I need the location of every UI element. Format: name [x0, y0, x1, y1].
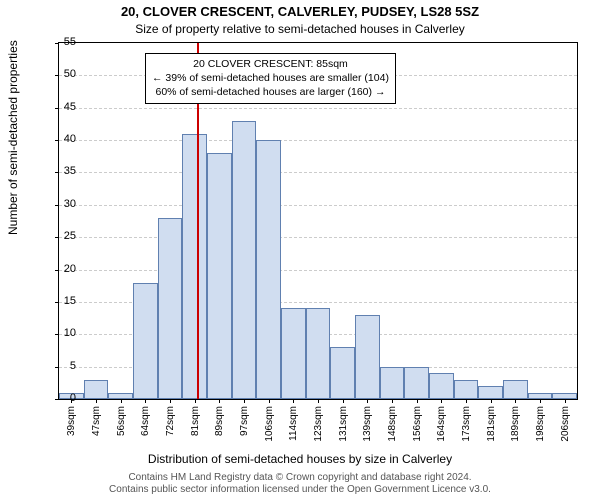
x-tick-mark	[293, 399, 294, 403]
y-tick-label: 50	[46, 68, 76, 80]
x-tick-label: 114sqm	[288, 406, 299, 450]
histogram-bar	[429, 373, 454, 399]
y-tick-label: 45	[46, 101, 76, 113]
histogram-bar	[306, 308, 331, 399]
footer-attribution: Contains HM Land Registry data © Crown c…	[0, 472, 600, 496]
x-tick-label: 198sqm	[535, 406, 546, 450]
infobox-line1: 20 CLOVER CRESCENT: 85sqm	[152, 57, 389, 71]
x-tick-label: 206sqm	[560, 406, 571, 450]
y-tick-label: 10	[46, 327, 76, 339]
histogram-bar	[503, 380, 528, 399]
histogram-bar	[281, 308, 306, 399]
y-tick-label: 0	[46, 392, 76, 404]
plot-area: 20 CLOVER CRESCENT: 85sqm ← 39% of semi-…	[58, 42, 578, 400]
y-tick-label: 35	[46, 165, 76, 177]
histogram-bar	[454, 380, 479, 399]
y-tick-label: 25	[46, 230, 76, 242]
infobox-line2: ← 39% of semi-detached houses are smalle…	[152, 71, 389, 85]
footer-line2: Contains public sector information licen…	[0, 484, 600, 496]
x-tick-label: 181sqm	[486, 406, 497, 450]
x-tick-mark	[565, 399, 566, 403]
x-tick-mark	[195, 399, 196, 403]
x-tick-mark	[170, 399, 171, 403]
x-tick-label: 64sqm	[140, 406, 151, 450]
x-axis-label: Distribution of semi-detached houses by …	[0, 452, 600, 466]
x-tick-label: 39sqm	[66, 406, 77, 450]
histogram-bar	[330, 347, 355, 399]
gridline	[59, 140, 577, 141]
x-tick-label: 89sqm	[214, 406, 225, 450]
histogram-bar	[380, 367, 405, 399]
x-tick-mark	[96, 399, 97, 403]
x-tick-mark	[540, 399, 541, 403]
x-tick-label: 106sqm	[264, 406, 275, 450]
gridline	[59, 270, 577, 271]
histogram-bar	[232, 121, 257, 399]
x-tick-label: 47sqm	[91, 406, 102, 450]
x-tick-mark	[491, 399, 492, 403]
x-tick-label: 131sqm	[338, 406, 349, 450]
gridline	[59, 108, 577, 109]
x-tick-mark	[145, 399, 146, 403]
footer-line1: Contains HM Land Registry data © Crown c…	[0, 472, 600, 484]
x-tick-label: 123sqm	[313, 406, 324, 450]
x-tick-mark	[343, 399, 344, 403]
reference-info-box: 20 CLOVER CRESCENT: 85sqm ← 39% of semi-…	[145, 53, 396, 104]
gridline	[59, 172, 577, 173]
y-tick-label: 5	[46, 360, 76, 372]
histogram-bar	[182, 134, 207, 399]
x-tick-mark	[515, 399, 516, 403]
x-tick-label: 156sqm	[412, 406, 423, 450]
histogram-bar	[478, 386, 503, 399]
histogram-bar	[404, 367, 429, 399]
x-tick-label: 189sqm	[510, 406, 521, 450]
histogram-bar	[133, 283, 158, 400]
x-tick-label: 139sqm	[362, 406, 373, 450]
x-tick-mark	[441, 399, 442, 403]
y-axis-label: Number of semi-detached properties	[6, 40, 20, 235]
histogram-bar	[256, 140, 281, 399]
x-tick-mark	[417, 399, 418, 403]
x-tick-mark	[466, 399, 467, 403]
x-tick-label: 56sqm	[116, 406, 127, 450]
chart-title-main: 20, CLOVER CRESCENT, CALVERLEY, PUDSEY, …	[0, 4, 600, 19]
histogram-bar	[355, 315, 380, 399]
y-tick-label: 40	[46, 133, 76, 145]
x-tick-mark	[392, 399, 393, 403]
y-tick-label: 20	[46, 263, 76, 275]
histogram-bar	[207, 153, 232, 399]
x-tick-label: 148sqm	[387, 406, 398, 450]
x-tick-mark	[219, 399, 220, 403]
x-tick-mark	[244, 399, 245, 403]
x-tick-mark	[269, 399, 270, 403]
y-tick-label: 15	[46, 295, 76, 307]
chart-container: 20, CLOVER CRESCENT, CALVERLEY, PUDSEY, …	[0, 0, 600, 500]
x-tick-label: 164sqm	[436, 406, 447, 450]
histogram-bar	[158, 218, 183, 399]
gridline	[59, 237, 577, 238]
x-tick-label: 97sqm	[239, 406, 250, 450]
x-tick-label: 72sqm	[165, 406, 176, 450]
x-tick-mark	[121, 399, 122, 403]
infobox-line3: 60% of semi-detached houses are larger (…	[152, 85, 389, 99]
x-tick-label: 173sqm	[461, 406, 472, 450]
x-tick-mark	[318, 399, 319, 403]
x-tick-label: 81sqm	[190, 406, 201, 450]
y-tick-label: 30	[46, 198, 76, 210]
y-tick-label: 55	[46, 36, 76, 48]
gridline	[59, 205, 577, 206]
histogram-bar	[84, 380, 109, 399]
x-tick-mark	[367, 399, 368, 403]
chart-title-sub: Size of property relative to semi-detach…	[0, 22, 600, 36]
